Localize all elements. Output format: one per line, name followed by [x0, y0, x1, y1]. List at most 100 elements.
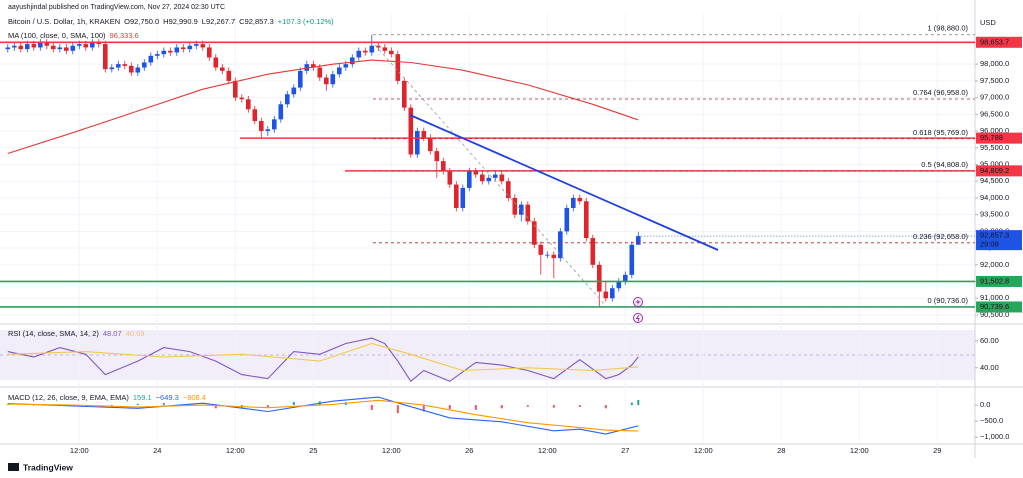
histogram-bar — [292, 401, 295, 406]
level-label: 94,809.2 — [980, 166, 1009, 175]
candle-body — [161, 50, 167, 55]
candle-body — [616, 281, 622, 289]
legend-item: C92,857.3 — [239, 17, 274, 26]
candle-body — [434, 151, 440, 162]
y-tick-label: 92,000.0 — [980, 260, 1009, 269]
candle-body — [83, 44, 89, 48]
level-label-box — [976, 275, 1022, 287]
y-tick-label: 98,000.0 — [980, 59, 1009, 68]
candle-body — [343, 64, 349, 68]
candle-body — [90, 42, 95, 48]
candle-body — [551, 254, 557, 259]
candle-body — [304, 64, 310, 71]
candle-body — [213, 57, 219, 68]
candle-body — [148, 55, 154, 63]
fib-trend-line — [374, 44, 606, 306]
level-label: 91,502.8 — [980, 276, 1009, 285]
y-tick-label: 91,000.0 — [980, 293, 1009, 302]
legend-row: RSI (14, close, SMA, 14, 2) 48.07 40.69 — [8, 329, 144, 338]
candle-body — [5, 47, 11, 50]
fib-label: 0 (90,736.0) — [928, 296, 969, 305]
histogram-bar — [637, 399, 640, 406]
last-price-box — [976, 230, 1022, 251]
candle-body — [363, 50, 368, 53]
candle-body — [64, 47, 69, 51]
candle-body — [31, 44, 37, 48]
candle-body — [233, 80, 238, 98]
candle-body — [298, 70, 303, 88]
x-tick-label: 28 — [777, 446, 785, 455]
candle-body — [350, 57, 355, 65]
logo: TradingView — [23, 462, 73, 472]
candle-body — [395, 54, 401, 81]
candle-body — [116, 64, 121, 68]
candle-body — [480, 174, 485, 182]
candle-body — [610, 288, 615, 299]
candle-body — [519, 204, 524, 215]
candle-body — [597, 264, 602, 292]
candle-body — [629, 244, 635, 275]
candle-body — [584, 201, 589, 239]
y-tick-label: 40.00 — [980, 363, 999, 372]
histogram-bar — [214, 405, 217, 409]
x-tick-label: 26 — [465, 446, 473, 455]
y-tick-label: 97,000.0 — [980, 93, 1009, 102]
legend-item: +107.3 (+0.12%) — [278, 17, 334, 26]
legend-item: RSI (14, close, SMA, 14, 2) — [8, 329, 99, 338]
y-tick-label: −500.0 — [980, 416, 1003, 425]
fib-label: 0.618 (95,769.0) — [913, 128, 969, 137]
x-tick-label: 12:00 — [70, 446, 89, 455]
candle-body — [25, 44, 30, 50]
candle-body — [577, 197, 583, 202]
y-tick-label: 96,000.0 — [980, 126, 1009, 135]
fib-label: 0.5 (94,808.0) — [921, 160, 968, 169]
candle-body — [181, 47, 186, 50]
legend-item: Bitcoin / U.S. Dollar, 1h, KRAKEN — [8, 17, 120, 26]
y-tick-label: 95,500.0 — [980, 143, 1009, 152]
histogram-bar — [370, 405, 373, 410]
histogram-bar — [448, 405, 451, 409]
candle-body — [389, 50, 394, 55]
candle-body — [636, 236, 641, 245]
candle-body — [538, 244, 544, 255]
candle-body — [51, 45, 56, 50]
legend-item: −808.4 — [183, 393, 206, 402]
candle-body — [382, 47, 388, 51]
candle-body — [239, 97, 245, 100]
histogram-bar — [32, 405, 35, 406]
publisher: aayushjindal published on TradingView.co… — [8, 4, 225, 11]
histogram-bar — [474, 405, 477, 410]
candle-body — [415, 131, 420, 155]
level-label-box — [976, 165, 1022, 177]
legend-row: MACD (12, 26, close, 9, EMA, EMA) 159.1 −6… — [8, 393, 206, 402]
candle-body — [473, 171, 479, 175]
candle-body — [259, 121, 264, 132]
candle-body — [311, 64, 316, 68]
histogram-bar — [396, 405, 399, 414]
candle-body — [525, 204, 531, 222]
line-series — [7, 337, 639, 383]
candle-body — [564, 207, 570, 232]
x-tick-label: 12:00 — [538, 446, 557, 455]
event-icon-glyph — [635, 299, 641, 305]
candle-body — [532, 221, 537, 245]
level-label: 95,788 — [980, 133, 1003, 142]
x-tick-label: 27 — [621, 446, 629, 455]
candle-body — [109, 67, 115, 70]
candle-body — [246, 99, 251, 110]
y-tick-label: 95,000.0 — [980, 159, 1009, 168]
x-tick-label: 12:00 — [382, 446, 401, 455]
candle-body — [506, 181, 511, 198]
legend-item: L92,267.7 — [202, 17, 235, 26]
candle-body — [194, 44, 199, 46]
candle-body — [330, 74, 336, 85]
x-tick-label: 29 — [933, 446, 941, 455]
legend-row: Bitcoin / U.S. Dollar, 1h, KRAKEN O92,750… — [8, 17, 334, 26]
candle-body — [252, 109, 258, 122]
legend-item: O92,750.0 — [124, 17, 159, 26]
candle-body — [460, 187, 466, 208]
y-tick-label: 93,500.0 — [980, 210, 1009, 219]
candle-body — [122, 64, 128, 66]
legend-item: 96,333.6 — [110, 31, 139, 40]
